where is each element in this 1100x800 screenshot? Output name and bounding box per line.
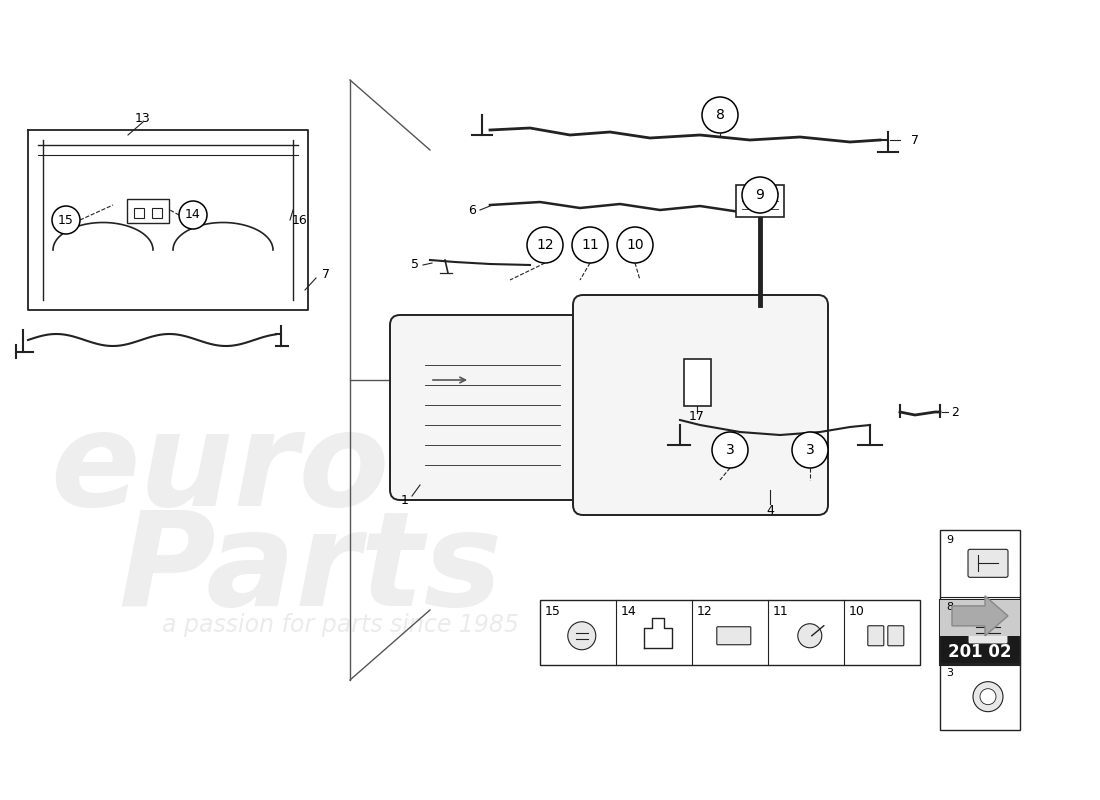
Text: 8: 8 [716,108,725,122]
Text: euro: euro [51,406,389,534]
Text: 201 02: 201 02 [948,643,1012,661]
Text: 3: 3 [946,668,953,678]
Circle shape [527,227,563,263]
Circle shape [179,201,207,229]
Polygon shape [952,596,1008,636]
Text: 2: 2 [952,406,959,418]
FancyBboxPatch shape [684,359,711,406]
Text: 15: 15 [544,605,561,618]
Text: 11: 11 [581,238,598,252]
FancyBboxPatch shape [717,626,751,645]
Text: 12: 12 [536,238,553,252]
Text: 14: 14 [185,209,201,222]
Text: Parts: Parts [118,506,502,634]
Text: 3: 3 [726,443,735,457]
Text: 6: 6 [469,203,476,217]
Circle shape [52,206,80,234]
Circle shape [572,227,608,263]
FancyBboxPatch shape [868,626,883,646]
Circle shape [568,622,596,650]
Text: 14: 14 [621,605,637,618]
Circle shape [712,432,748,468]
Text: 13: 13 [135,111,151,125]
FancyBboxPatch shape [573,295,828,515]
Circle shape [742,177,778,213]
Circle shape [617,227,653,263]
FancyBboxPatch shape [736,185,784,217]
FancyBboxPatch shape [888,626,904,646]
Text: 11: 11 [773,605,789,618]
Bar [152,208,162,218]
Text: 17: 17 [689,410,705,423]
FancyBboxPatch shape [940,600,1020,665]
Circle shape [792,432,828,468]
Text: 9: 9 [946,535,953,545]
Text: 7: 7 [322,269,330,282]
Text: 1: 1 [402,494,409,506]
Text: 8: 8 [946,602,953,612]
Text: 3: 3 [805,443,814,457]
Text: 16: 16 [293,214,308,226]
Text: 12: 12 [697,605,713,618]
Circle shape [974,682,1003,712]
Circle shape [702,97,738,133]
Text: 10: 10 [849,605,865,618]
Text: 10: 10 [626,238,644,252]
Circle shape [798,624,822,648]
Text: 4: 4 [766,503,774,517]
Text: a passion for parts since 1985: a passion for parts since 1985 [162,613,518,637]
FancyBboxPatch shape [940,600,1020,636]
FancyBboxPatch shape [940,530,1020,730]
FancyBboxPatch shape [540,600,920,665]
Text: 5: 5 [411,258,419,271]
Text: 9: 9 [756,188,764,202]
Bar [134,208,144,218]
Text: 15: 15 [58,214,74,226]
Circle shape [980,689,996,705]
FancyBboxPatch shape [126,199,169,223]
FancyBboxPatch shape [390,315,595,500]
Text: 7: 7 [911,134,918,146]
FancyBboxPatch shape [968,616,1008,644]
FancyBboxPatch shape [968,550,1008,578]
